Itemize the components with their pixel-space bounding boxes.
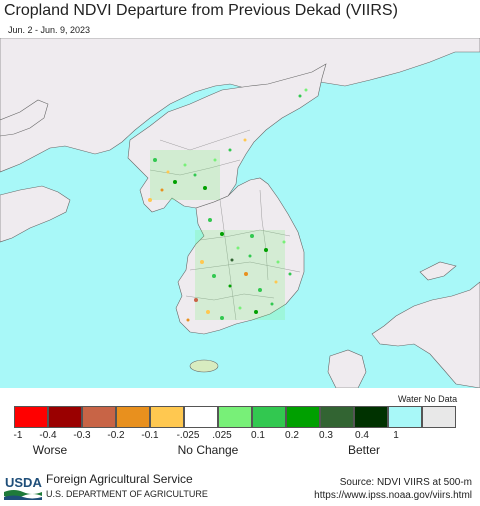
legend-swatch xyxy=(422,406,456,428)
tick-label: 0.1 xyxy=(251,430,265,441)
no-change-label: No Change xyxy=(177,443,239,457)
jeju-island xyxy=(189,359,219,373)
source-note: Source: NDVI VIIRS at 500-m xyxy=(339,477,472,488)
legend-swatch xyxy=(320,406,354,428)
shandong-landmass xyxy=(0,185,71,243)
better-label: Better xyxy=(347,443,381,457)
legend-swatch xyxy=(82,406,116,428)
date-range: Jun. 2 - Jun. 9, 2023 xyxy=(8,25,91,35)
legend-swatch xyxy=(354,406,388,428)
tick-label: 0.2 xyxy=(285,430,299,441)
ndvi-map xyxy=(0,38,480,388)
legend-swatch xyxy=(184,406,218,428)
usda-logo: USDA xyxy=(4,475,42,500)
tick-label: -0.3 xyxy=(73,430,91,441)
svg-text:USDA: USDA xyxy=(5,475,42,490)
mainland-china-landmass xyxy=(0,38,480,173)
tick-label: .025 xyxy=(212,430,232,441)
legend-swatch xyxy=(48,406,82,428)
legend-swatch xyxy=(218,406,252,428)
internal-borders xyxy=(149,129,301,321)
legend-color-bar xyxy=(14,406,456,428)
tick-label: -1 xyxy=(13,430,23,441)
tick-label: -.025 xyxy=(176,430,200,441)
south-korea xyxy=(175,177,305,335)
north-korea xyxy=(127,63,327,213)
japan-honshu xyxy=(371,281,480,388)
water-nodata-label: Water No Data xyxy=(398,394,458,404)
source-url[interactable]: https://www.ipss.noaa.gov/viirs.html xyxy=(314,490,472,501)
legend-swatch xyxy=(252,406,286,428)
worse-label: Worse xyxy=(32,443,68,457)
legend-swatch xyxy=(388,406,422,428)
agency-name: Foreign Agricultural Service xyxy=(46,472,193,486)
map-title: Cropland NDVI Departure from Previous De… xyxy=(4,2,398,19)
tick-label: 1 xyxy=(393,430,399,441)
tick-label: 0.3 xyxy=(319,430,333,441)
japan-northwest-coast xyxy=(419,261,457,281)
ndvi-pixels xyxy=(148,88,308,322)
department-name: U.S. DEPARTMENT OF AGRICULTURE xyxy=(46,489,208,499)
liaodong-coast xyxy=(0,99,49,137)
japan-kyushu xyxy=(327,349,367,388)
tick-label: -0.2 xyxy=(107,430,125,441)
legend-swatch xyxy=(286,406,320,428)
legend-swatch xyxy=(14,406,48,428)
tick-label: 0.4 xyxy=(355,430,369,441)
legend-swatch xyxy=(150,406,184,428)
tick-label: -0.4 xyxy=(39,430,57,441)
legend-swatch xyxy=(116,406,150,428)
tick-label: -0.1 xyxy=(141,430,159,441)
